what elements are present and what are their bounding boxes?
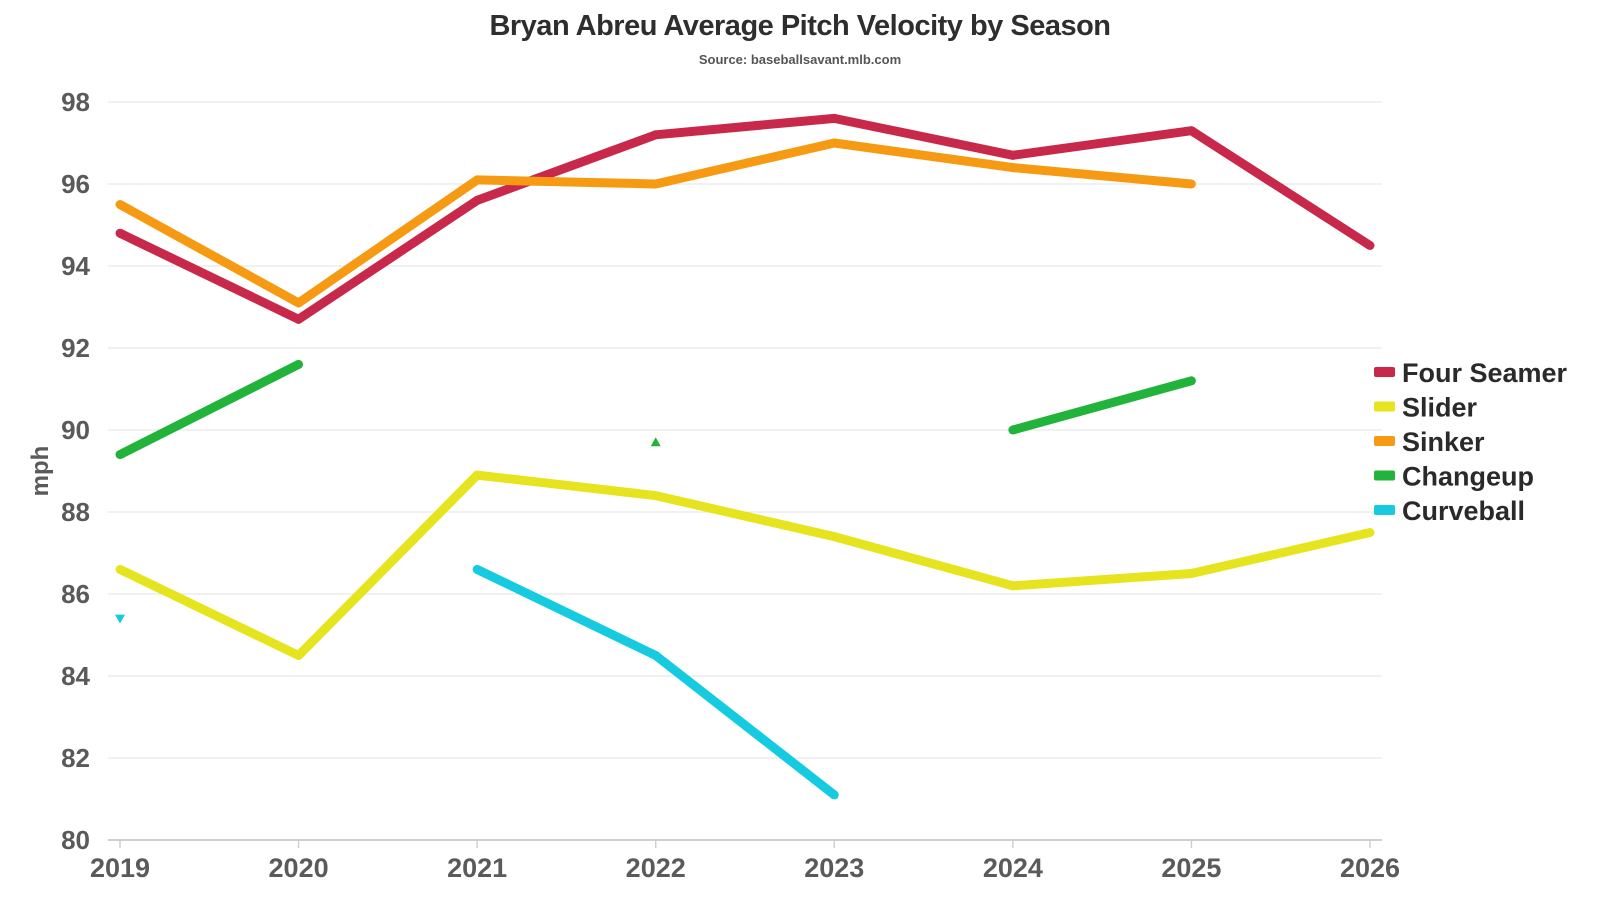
data-point xyxy=(1186,126,1196,136)
legend-label: Four Seamer xyxy=(1402,358,1568,388)
chart-title: Bryan Abreu Average Pitch Velocity by Se… xyxy=(489,10,1111,42)
data-point xyxy=(651,651,661,660)
x-tick-label: 2019 xyxy=(90,853,150,883)
data-point xyxy=(115,564,125,574)
y-tick-label: 88 xyxy=(61,497,90,527)
data-point xyxy=(1186,376,1196,386)
data-point xyxy=(829,532,839,542)
x-tick-label: 2023 xyxy=(804,853,864,883)
data-point xyxy=(1186,569,1196,578)
data-point xyxy=(1365,241,1375,250)
data-point xyxy=(651,179,661,189)
legend: Four Seamer Slider Sinker Changeup Curveball xyxy=(1374,358,1568,526)
x-tick-label: 2022 xyxy=(626,853,686,883)
series-changeup xyxy=(115,359,1196,460)
data-point xyxy=(651,491,661,501)
x-tick-label: 2020 xyxy=(269,853,329,883)
data-point xyxy=(829,790,839,800)
data-point xyxy=(1365,528,1375,537)
series-line xyxy=(117,360,301,459)
y-tick-label: 84 xyxy=(61,661,90,691)
legend-swatch xyxy=(1374,436,1395,446)
y-tick-label: 92 xyxy=(61,333,90,363)
axes: 80 82 84 86 88 90 92 94 96 98 2019 2020 2021 2022 2023… xyxy=(27,87,1400,883)
x-tick-label: 2024 xyxy=(983,853,1043,883)
data-point xyxy=(1008,581,1018,591)
series-line xyxy=(118,470,1372,660)
y-axis-label: mph xyxy=(27,446,54,497)
series-lines xyxy=(115,113,1375,800)
y-tick-label: 82 xyxy=(61,743,90,773)
x-tick-label: 2026 xyxy=(1340,853,1400,883)
series-line xyxy=(1011,376,1193,435)
data-point xyxy=(1186,179,1196,189)
data-point xyxy=(294,359,304,369)
chart-subtitle: Source: baseballsavant.mlb.com xyxy=(698,52,902,67)
data-point xyxy=(829,113,839,123)
y-tick-label: 90 xyxy=(61,415,90,445)
x-tick-label: 2021 xyxy=(447,853,507,883)
legend-label: Changeup xyxy=(1402,462,1534,492)
data-point xyxy=(829,138,839,148)
legend-swatch xyxy=(1374,470,1395,481)
series-line xyxy=(117,138,1192,308)
data-point xyxy=(472,175,482,185)
y-tick-label: 96 xyxy=(61,169,90,199)
legend-swatch xyxy=(1374,367,1395,377)
data-point xyxy=(115,228,125,238)
data-point xyxy=(294,298,304,308)
series-curveball xyxy=(115,564,839,800)
data-point xyxy=(472,195,482,205)
y-tick-label: 98 xyxy=(61,87,90,117)
data-point xyxy=(1008,425,1018,435)
data-point xyxy=(115,614,125,624)
data-point xyxy=(472,470,482,480)
series-line xyxy=(475,565,838,799)
series-four-seamer xyxy=(115,113,1375,324)
data-point xyxy=(294,314,304,324)
y-tick-label: 86 xyxy=(61,579,90,609)
data-point xyxy=(115,450,125,460)
data-point xyxy=(472,564,482,574)
data-point xyxy=(1008,150,1018,160)
y-tick-label: 94 xyxy=(61,251,90,281)
data-point xyxy=(1008,163,1018,173)
legend-label: Sinker xyxy=(1402,427,1485,457)
data-point xyxy=(651,130,661,140)
data-point xyxy=(294,651,304,660)
legend-swatch xyxy=(1374,401,1395,412)
data-point xyxy=(650,437,661,447)
series-line xyxy=(118,113,1373,324)
legend-label: Curveball xyxy=(1402,496,1525,526)
y-tick-label: 80 xyxy=(61,825,90,855)
x-tick-label: 2025 xyxy=(1161,853,1221,883)
legend-label: Slider xyxy=(1402,393,1478,423)
data-point xyxy=(115,200,125,209)
series-sinker xyxy=(115,138,1196,308)
series-slider xyxy=(115,470,1375,660)
legend-swatch xyxy=(1374,505,1395,515)
